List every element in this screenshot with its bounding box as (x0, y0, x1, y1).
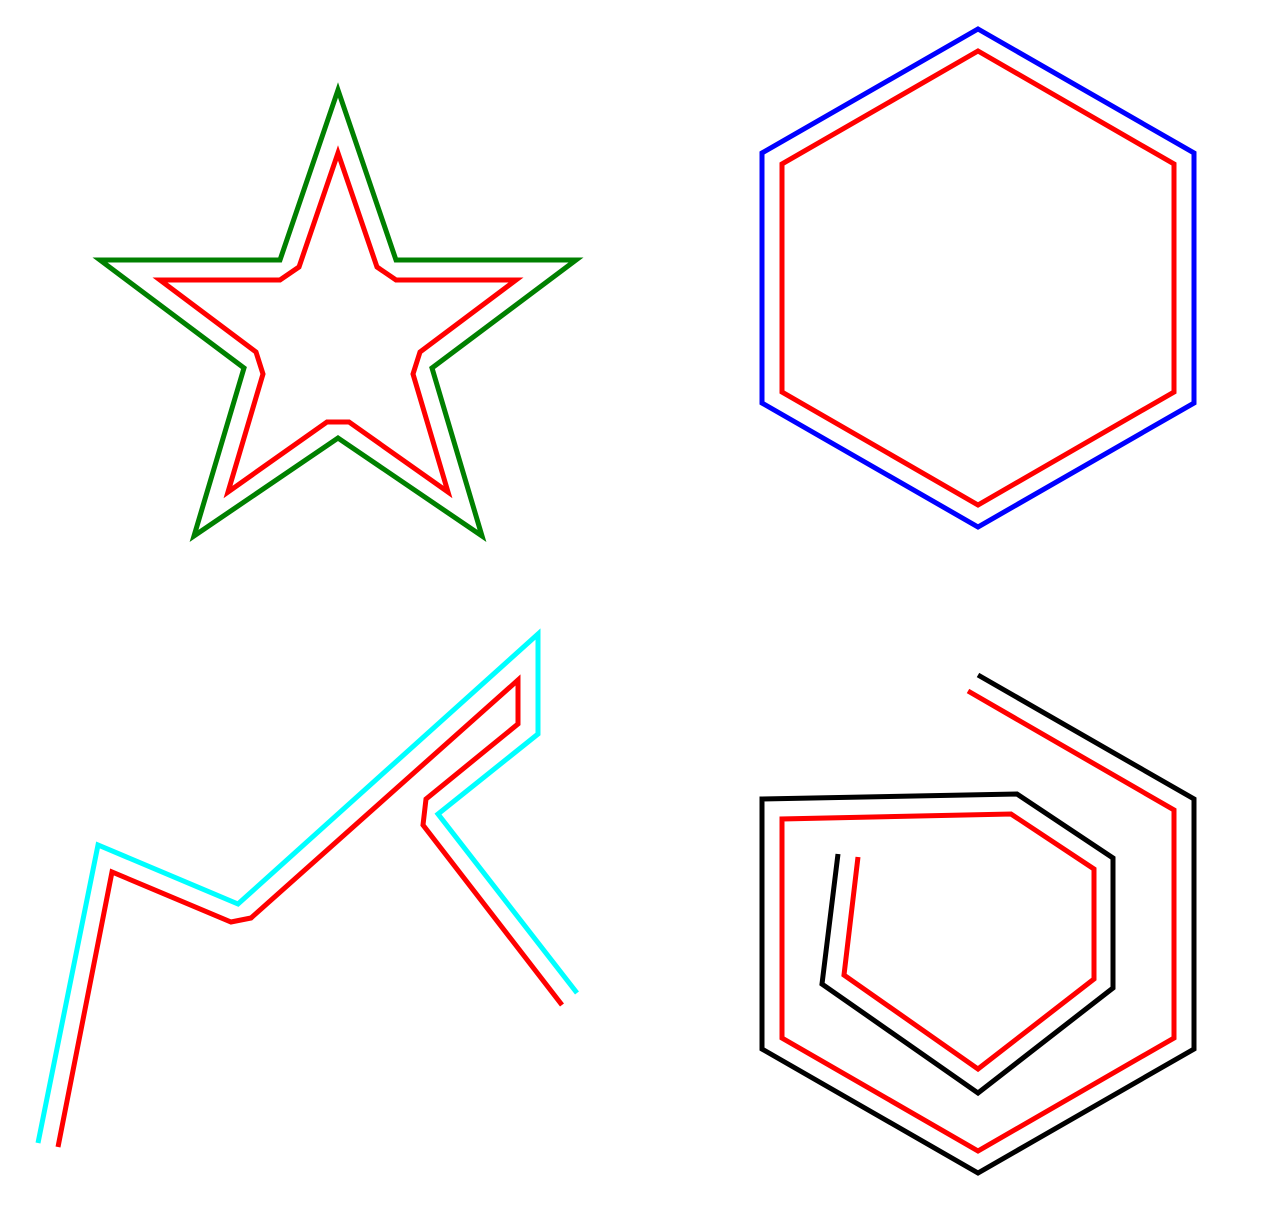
hexagon-shape (759, 26, 1197, 530)
hexagon-outer-outline (759, 26, 1197, 530)
zigzag-inner-offset (55, 674, 564, 1148)
spiral-shape (759, 672, 1197, 1176)
zigzag-outer-line (35, 628, 579, 1144)
hexagon-inner-offset (779, 48, 1177, 508)
star-shape (92, 82, 584, 543)
spiral-inner-offset (779, 688, 1177, 1154)
star-inner-offset (152, 145, 524, 499)
spiral-outer-line (759, 672, 1197, 1176)
zigzag-shape (35, 628, 579, 1148)
star-outer-outline (92, 82, 584, 543)
